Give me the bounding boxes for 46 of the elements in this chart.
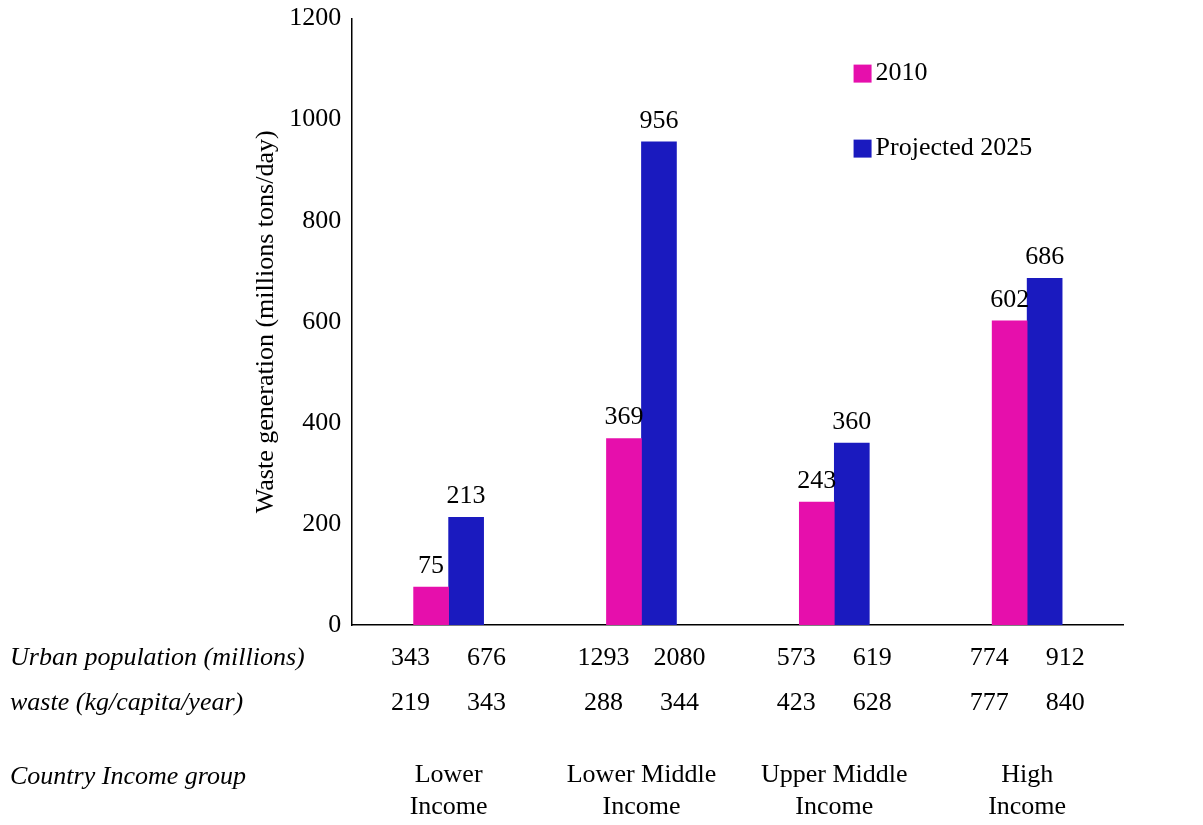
text: 2080 — [653, 641, 706, 671]
text: 774 — [969, 641, 1009, 671]
text: 912 — [1045, 641, 1085, 671]
text: 619 — [852, 641, 892, 671]
x-tick-label: Upper Middle Income — [761, 759, 908, 820]
text: 1293 — [577, 641, 630, 671]
y-tick-label: 0 — [328, 608, 342, 638]
text: 777 — [969, 686, 1009, 716]
text: 219 — [391, 686, 431, 716]
x-tick-label: High Income — [988, 759, 1067, 820]
text: Country Income group — [10, 760, 246, 790]
bar — [606, 438, 642, 625]
text: 343 — [391, 641, 431, 671]
legend-label: Projected 2025 — [875, 132, 1033, 162]
y-tick-label: 800 — [302, 204, 342, 234]
y-tick-label: 1200 — [289, 2, 342, 32]
x-tick-label: Lower Income — [409, 759, 488, 820]
bar — [798, 501, 835, 625]
y-axis-title: Waste generation (millions tons/day) — [250, 130, 280, 514]
data-label: 213 — [446, 480, 486, 510]
text: waste (kg/capita/year) — [10, 686, 244, 716]
data-label: 360 — [832, 405, 872, 435]
bar — [991, 320, 1028, 625]
text: 840 — [1045, 686, 1085, 716]
text: Urban population (millions) — [10, 641, 305, 671]
y-tick-label: 600 — [302, 305, 342, 335]
data-label: 956 — [639, 104, 679, 134]
y-tick-label: 200 — [302, 507, 342, 537]
text: 676 — [467, 641, 507, 671]
bar — [641, 141, 677, 625]
text: 288 — [583, 686, 623, 716]
text: 628 — [852, 686, 892, 716]
text: 573 — [776, 641, 816, 671]
data-label: 75 — [418, 549, 445, 579]
text: 343 — [467, 686, 507, 716]
y-tick-label: 400 — [302, 406, 342, 436]
bar — [448, 517, 484, 625]
data-label: 686 — [1025, 241, 1065, 271]
bar — [413, 586, 449, 625]
legend-label: 2010 — [875, 57, 928, 87]
text: 344 — [659, 686, 699, 716]
x-tick-label: Lower Middle Income — [566, 759, 717, 820]
bar — [833, 442, 870, 625]
y-tick-label: 1000 — [289, 103, 342, 133]
bar — [1026, 278, 1063, 625]
text: 423 — [776, 686, 816, 716]
